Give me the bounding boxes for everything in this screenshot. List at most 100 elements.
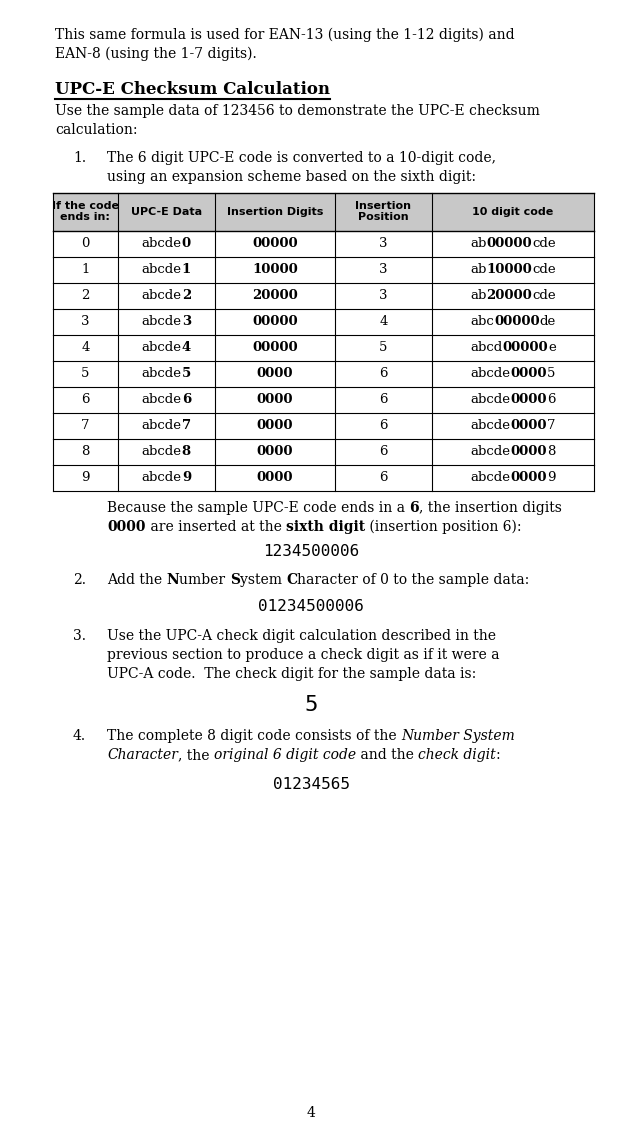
Text: :: : [496, 748, 501, 763]
Text: 5: 5 [81, 367, 90, 381]
Text: original 6 digit code: original 6 digit code [214, 748, 356, 763]
Text: abcde: abcde [142, 446, 182, 458]
Text: EAN-8 (using the 1-7 digits).: EAN-8 (using the 1-7 digits). [55, 47, 257, 62]
Text: sixth digit: sixth digit [285, 520, 365, 534]
Text: 4: 4 [379, 316, 388, 328]
Text: 6: 6 [182, 393, 191, 406]
Text: 4.: 4. [73, 730, 86, 743]
Text: calculation:: calculation: [55, 123, 137, 137]
Text: 10000: 10000 [486, 263, 532, 276]
Text: haracter of 0 to the sample data:: haracter of 0 to the sample data: [297, 572, 529, 587]
Text: 3: 3 [379, 237, 388, 251]
Text: abcde: abcde [142, 393, 182, 406]
Text: 2: 2 [81, 290, 90, 302]
Text: 0: 0 [81, 237, 90, 251]
Text: 0000: 0000 [257, 367, 293, 381]
Text: C: C [286, 572, 297, 587]
Text: 20000: 20000 [252, 290, 298, 302]
Text: cde: cde [532, 263, 556, 276]
Text: 1234500006: 1234500006 [263, 544, 359, 560]
Text: 00000: 00000 [494, 316, 539, 328]
Text: abcde: abcde [470, 393, 511, 406]
Text: 10 digit code: 10 digit code [472, 206, 554, 217]
Text: abcde: abcde [142, 341, 182, 355]
Text: 4: 4 [81, 341, 90, 355]
Bar [53, 193, 594, 230]
Text: abcde: abcde [470, 367, 511, 381]
Text: 6: 6 [379, 446, 388, 458]
Text: 6: 6 [409, 500, 419, 515]
Text: 1: 1 [182, 263, 191, 276]
Text: , the insertion digits: , the insertion digits [419, 500, 562, 515]
Text: 2.: 2. [73, 572, 86, 587]
Text: UPC-E Data: UPC-E Data [131, 206, 202, 217]
Text: 4: 4 [182, 341, 191, 355]
Text: 5: 5 [304, 695, 318, 716]
Text: 1.: 1. [73, 152, 86, 165]
Text: 6: 6 [81, 393, 90, 406]
Text: The 6 digit UPC-E code is converted to a 10-digit code,: The 6 digit UPC-E code is converted to a… [107, 152, 496, 165]
Text: 5: 5 [547, 367, 555, 381]
Text: 6: 6 [379, 420, 388, 432]
Text: 01234565: 01234565 [272, 776, 350, 791]
Text: 6: 6 [379, 393, 388, 406]
Text: 0000: 0000 [107, 520, 146, 534]
Text: UPC-E Checksum Calculation: UPC-E Checksum Calculation [55, 81, 330, 98]
Text: 0000: 0000 [257, 471, 293, 484]
Text: 0: 0 [182, 237, 191, 251]
Text: 5: 5 [182, 367, 191, 381]
Text: 01234500006: 01234500006 [258, 598, 364, 614]
Text: 9: 9 [182, 471, 191, 484]
Text: 3.: 3. [73, 629, 86, 643]
Text: 00000: 00000 [252, 316, 298, 328]
Text: ab: ab [470, 263, 486, 276]
Text: 00000: 00000 [503, 341, 548, 355]
Text: de: de [539, 316, 556, 328]
Text: Insertion Digits: Insertion Digits [226, 206, 323, 217]
Text: Character: Character [107, 748, 178, 763]
Text: using an expansion scheme based on the sixth digit:: using an expansion scheme based on the s… [107, 170, 476, 184]
Text: 8: 8 [182, 446, 191, 458]
Text: previous section to produce a check digit as if it were a: previous section to produce a check digi… [107, 649, 499, 662]
Text: abcde: abcde [142, 263, 182, 276]
Text: 3: 3 [182, 316, 191, 328]
Text: 0000: 0000 [511, 471, 547, 484]
Text: If the code
ends in:: If the code ends in: [52, 201, 119, 222]
Text: 6: 6 [379, 471, 388, 484]
Text: 4: 4 [307, 1106, 315, 1119]
Text: , the: , the [178, 748, 214, 763]
Text: abc: abc [470, 316, 494, 328]
Text: 00000: 00000 [252, 341, 298, 355]
Text: ab: ab [470, 237, 486, 251]
Text: 9: 9 [547, 471, 555, 484]
Text: N: N [167, 572, 179, 587]
Text: Use the UPC-A check digit calculation described in the: Use the UPC-A check digit calculation de… [107, 629, 496, 643]
Text: 3: 3 [379, 290, 388, 302]
Text: Because the sample UPC-E code ends in a: Because the sample UPC-E code ends in a [107, 500, 409, 515]
Text: abcde: abcde [142, 237, 182, 251]
Text: 0000: 0000 [511, 420, 547, 432]
Text: ab: ab [470, 290, 486, 302]
Text: abcde: abcde [470, 420, 511, 432]
Text: Use the sample data of 123456 to demonstrate the UPC-E checksum: Use the sample data of 123456 to demonst… [55, 104, 540, 117]
Text: 0000: 0000 [511, 393, 547, 406]
Text: Number System: Number System [401, 730, 515, 743]
Text: 7: 7 [547, 420, 555, 432]
Text: check digit: check digit [418, 748, 496, 763]
Text: abcde: abcde [142, 471, 182, 484]
Text: abcd: abcd [470, 341, 503, 355]
Text: 0000: 0000 [511, 446, 547, 458]
Text: 9: 9 [81, 471, 90, 484]
Text: 5: 5 [379, 341, 388, 355]
Text: S: S [230, 572, 239, 587]
Text: (insertion position 6):: (insertion position 6): [365, 520, 521, 534]
Text: Insertion
Position: Insertion Position [355, 201, 411, 222]
Text: 3: 3 [379, 263, 388, 276]
Text: abcde: abcde [470, 446, 511, 458]
Text: 00000: 00000 [486, 237, 532, 251]
Text: 8: 8 [547, 446, 555, 458]
Text: 1: 1 [81, 263, 90, 276]
Text: abcde: abcde [142, 367, 182, 381]
Text: cde: cde [532, 290, 556, 302]
Text: Add the: Add the [107, 572, 167, 587]
